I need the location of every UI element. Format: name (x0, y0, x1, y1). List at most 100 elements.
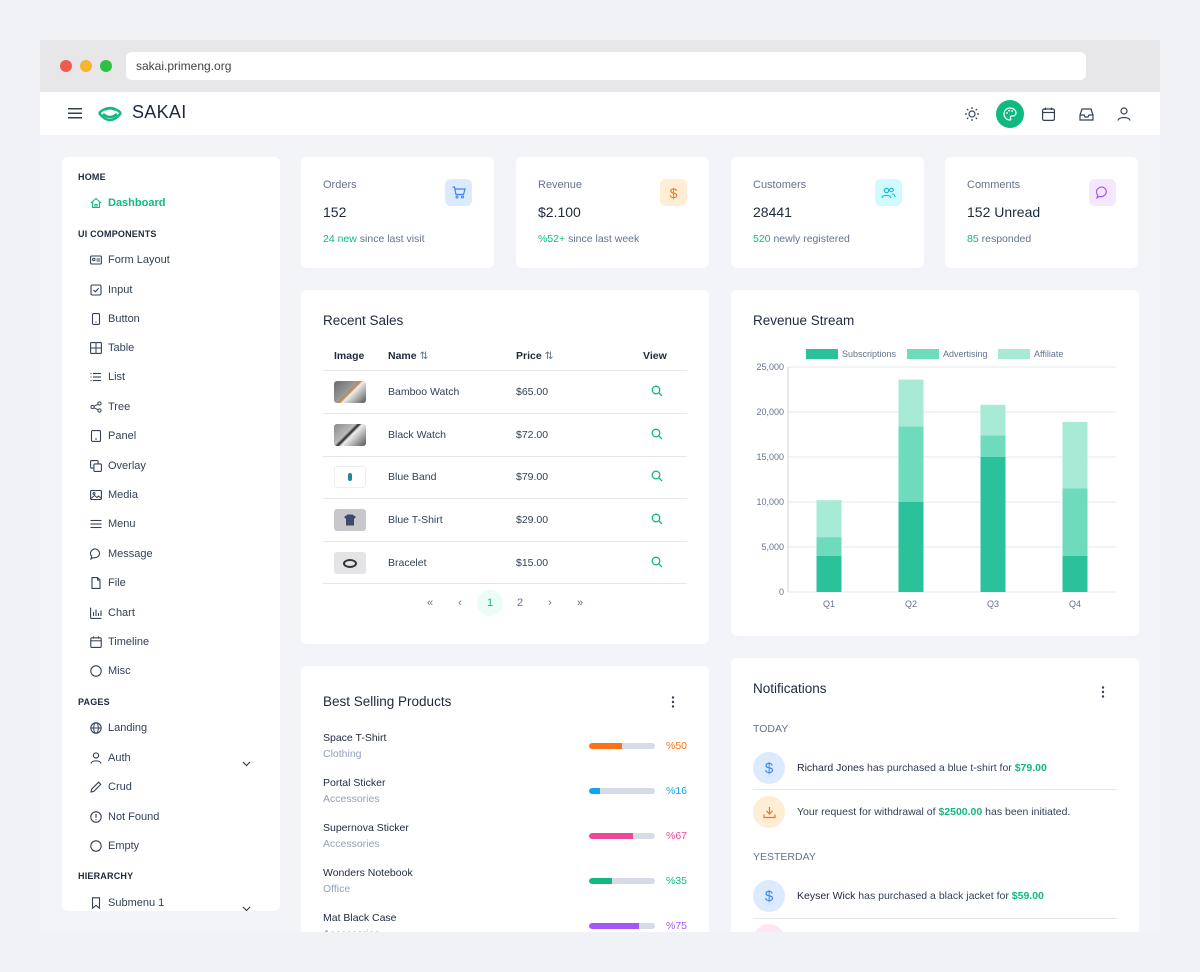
sidebar-item-button[interactable]: Button (90, 313, 140, 325)
sidebar-item-label: Landing (108, 722, 148, 734)
product-image (334, 424, 366, 446)
product-name: Bamboo Watch (388, 386, 460, 398)
chevron-down-icon[interactable] (242, 899, 251, 911)
sidebar-item-label: Menu (108, 518, 136, 530)
y-tick-label: 5,000 (761, 542, 784, 552)
legend-label: Subscriptions (842, 349, 897, 359)
user-icon[interactable] (1114, 104, 1134, 124)
sidebar-item-submenu-1[interactable]: Submenu 1 (90, 897, 164, 909)
search-icon[interactable] (651, 513, 663, 528)
brand-name[interactable]: SAKAI (132, 102, 187, 122)
sidebar-item-label: Chart (108, 607, 135, 619)
sidebar-item-crud[interactable]: Crud (90, 781, 132, 793)
sidebar-item-empty[interactable]: Empty (90, 840, 139, 852)
more-options-icon[interactable] (663, 694, 683, 710)
progress-fill (589, 833, 634, 839)
legend-label: Affiliate (1034, 349, 1063, 359)
sidebar-item-message[interactable]: Message (90, 548, 153, 560)
sort-icon[interactable]: ⇅ (544, 350, 554, 362)
sidebar-item-label: Button (108, 313, 140, 325)
column-header-image: Image (334, 350, 365, 362)
column-header-price[interactable]: Price ⇅ (516, 350, 553, 362)
bar-affiliate-q3 (980, 404, 1006, 436)
recent-sales-card: Recent Sales Image Name ⇅ Price ⇅ View B… (301, 290, 709, 644)
stat-value: 152 (323, 204, 347, 220)
x-tick-label: Q4 (1069, 599, 1081, 609)
search-icon[interactable] (651, 428, 663, 443)
sidebar-item-overlay[interactable]: Overlay (90, 460, 146, 472)
section-hierarchy: HIERARCHY (78, 871, 134, 881)
last-page-icon[interactable]: » (576, 597, 584, 609)
comment-icon (90, 548, 101, 560)
sidebar-item-label: Dashboard (108, 197, 166, 209)
search-icon[interactable] (651, 470, 663, 485)
sidebar-item-list[interactable]: List (90, 371, 125, 383)
more-options-icon[interactable] (1093, 684, 1113, 700)
product-name: Blue Band (388, 471, 437, 483)
sidebar-item-dashboard[interactable]: Dashboard (90, 197, 165, 209)
inbox-icon[interactable] (1076, 104, 1096, 124)
chart-bar-icon (90, 607, 102, 619)
calendar-icon (90, 636, 102, 648)
calendar-icon[interactable] (1038, 104, 1058, 124)
search-icon[interactable] (651, 385, 663, 400)
sidebar-item-media[interactable]: Media (90, 489, 138, 501)
bar-advertising-q3 (980, 435, 1006, 457)
column-header-name[interactable]: Name ⇅ (388, 350, 428, 362)
close-dot[interactable] (60, 60, 72, 72)
sidebar-item-auth[interactable]: Auth (90, 752, 131, 764)
sidebar-item-menu[interactable]: Menu (90, 518, 136, 530)
sidebar-item-tree[interactable]: Tree (90, 401, 130, 413)
page-button-2[interactable]: 2 (516, 597, 524, 609)
progress-fill (589, 788, 600, 794)
progress-fill (589, 878, 613, 884)
sort-icon[interactable]: ⇅ (419, 350, 429, 362)
chevron-down-icon[interactable] (242, 754, 251, 772)
prev-page-icon[interactable]: ‹ (458, 597, 462, 609)
sidebar-item-misc[interactable]: Misc (90, 665, 131, 677)
stat-value: $2.100 (538, 204, 581, 220)
palette-icon[interactable] (996, 100, 1024, 128)
sidebar-item-not-found[interactable]: Not Found (90, 811, 159, 823)
maximize-dot[interactable] (100, 60, 112, 72)
sidebar-item-chart[interactable]: Chart (90, 607, 135, 619)
sidebar-item-label: Not Found (108, 811, 160, 823)
mobile-icon (91, 313, 101, 325)
revenue-stream-card: Revenue Stream 25,000 20,000 15,000 10,000 5… (731, 290, 1139, 636)
section-home: HOME (78, 172, 106, 182)
sidebar-item-label: Message (108, 548, 153, 560)
product-name: Mat Black Case (323, 912, 397, 924)
shopping-cart-icon (445, 179, 472, 206)
sidebar-item-label: Input (108, 284, 133, 296)
sun-icon[interactable] (962, 104, 982, 124)
next-page-icon[interactable]: › (548, 597, 552, 609)
sidebar-item-file[interactable]: File (90, 577, 126, 589)
sakai-logo-icon[interactable] (96, 100, 124, 128)
sidebar-item-input[interactable]: Input (90, 284, 132, 296)
notification-amount: $2500.00 (938, 806, 983, 818)
stat-sub: %52+ since last week (538, 233, 639, 245)
sidebar-item-landing[interactable]: Landing (90, 722, 147, 734)
progress-percent: %50 (666, 740, 688, 752)
bars-icon (90, 519, 102, 529)
stat-label: Customers (753, 179, 807, 191)
address-bar[interactable]: sakai.primeng.org (126, 52, 1086, 80)
stat-card-orders: Orders 152 24 new since last visit (301, 157, 494, 268)
first-page-icon[interactable]: « (426, 597, 434, 609)
section-ui-components: UI COMPONENTS (78, 229, 157, 239)
sidebar-item-form-layout[interactable]: Form Layout (90, 254, 170, 266)
stat-highlight: 85 (967, 233, 979, 245)
progress-bar (589, 788, 655, 794)
sidebar-item-panel[interactable]: Panel (90, 430, 136, 442)
menu-icon[interactable] (66, 104, 84, 122)
sidebar-item-label: Empty (108, 840, 140, 852)
page-button-1[interactable]: 1 (477, 590, 503, 616)
file-icon (91, 577, 101, 589)
search-icon[interactable] (651, 556, 663, 571)
progress-bar (589, 833, 655, 839)
sidebar-item-table[interactable]: Table (90, 342, 134, 354)
minimize-dot[interactable] (80, 60, 92, 72)
progress-fill (589, 743, 622, 749)
sidebar-item-timeline[interactable]: Timeline (90, 636, 149, 648)
dollar-icon: $ (753, 752, 785, 784)
